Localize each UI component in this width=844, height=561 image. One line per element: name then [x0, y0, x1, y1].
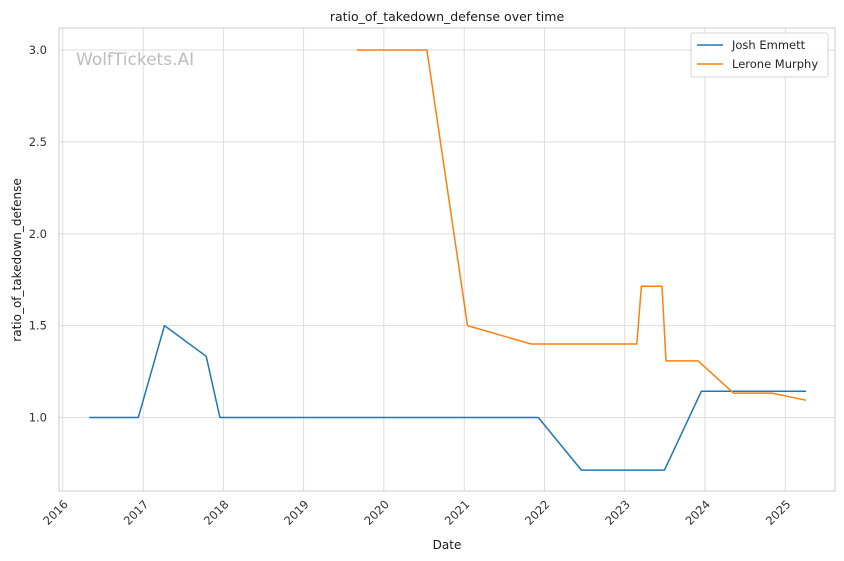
y-axis-ticks: 1.0 1.5 2.0 2.5 3.0 — [29, 43, 47, 424]
x-axis-ticks: 2016 2017 2018 2019 2020 2021 2022 2023 2024 2025 — [40, 497, 793, 528]
legend-box — [690, 32, 829, 78]
series-line-josh-emmett — [89, 324, 806, 471]
x-tick-label: 2016 — [40, 497, 71, 528]
y-tick-label: 1.5 — [29, 319, 47, 333]
x-tick-label: 2018 — [201, 497, 232, 528]
x-tick-label: 2024 — [682, 497, 713, 528]
x-tick-label: 2023 — [602, 497, 633, 528]
y-tick-label: 2.0 — [29, 227, 47, 241]
y-tick-label: 3.0 — [29, 43, 47, 57]
y-tick-label: 2.5 — [29, 135, 47, 149]
plot-area — [58, 27, 836, 492]
watermark: WolfTickets.AI — [76, 50, 194, 70]
x-tick-label: 2025 — [763, 497, 794, 528]
series-lines — [89, 49, 807, 471]
x-axis-label: Date — [433, 538, 462, 552]
series-line-lerone-murphy — [356, 49, 807, 401]
y-axis-label: ratio_of_takedown_defense — [10, 178, 24, 341]
legend-label-josh-emmett: Josh Emmett — [731, 38, 806, 52]
x-tick-label: 2022 — [522, 497, 553, 528]
x-tick-label: 2020 — [361, 497, 392, 528]
x-tick-label: 2021 — [442, 497, 473, 528]
x-tick-label: 2017 — [121, 497, 152, 528]
y-tick-label: 1.0 — [29, 411, 47, 425]
chart-title: ratio_of_takedown_defense over time — [330, 9, 565, 24]
legend: Josh Emmett Lerone Murphy — [690, 32, 829, 78]
x-tick-label: 2019 — [281, 497, 312, 528]
legend-label-lerone-murphy: Lerone Murphy — [732, 57, 818, 71]
grid — [59, 28, 835, 491]
